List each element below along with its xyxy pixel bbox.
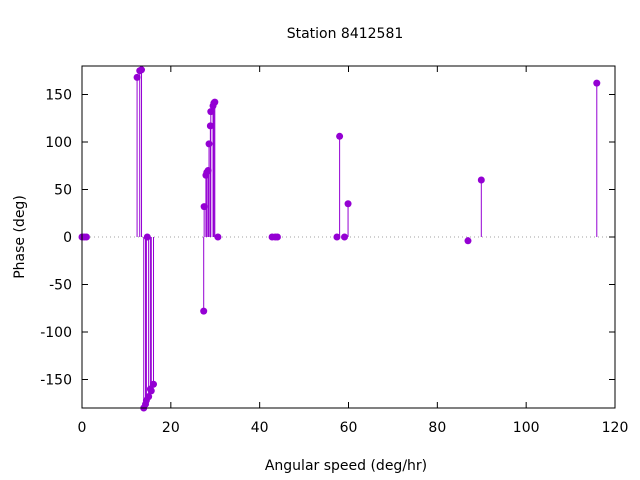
data-point [344, 200, 352, 208]
data-point [204, 167, 212, 174]
x-tick-label: 0 [78, 420, 87, 436]
data-points [78, 66, 601, 412]
data-point [273, 233, 281, 241]
data-point [206, 122, 214, 130]
y-tick-label: -50 [49, 278, 72, 294]
x-tick-label: 40 [251, 420, 269, 436]
y-tick-label: 50 [54, 183, 72, 199]
y-tick-label: -150 [40, 373, 72, 389]
data-point [200, 307, 208, 315]
y-tick-label: 150 [45, 88, 72, 104]
data-point [145, 393, 153, 401]
y-axis-label: Phase (deg) [12, 195, 28, 279]
chart-title: Station 8412581 [287, 26, 404, 42]
y-tick-label: 100 [45, 135, 72, 151]
plot-frame [81, 65, 616, 409]
data-point [143, 233, 151, 241]
data-point [333, 233, 341, 241]
data-point [147, 387, 155, 395]
data-point [82, 233, 90, 241]
data-impulses [136, 69, 598, 408]
data-point [138, 66, 146, 74]
data-point [336, 132, 344, 140]
data-point [133, 73, 141, 81]
data-point [205, 140, 213, 148]
x-tick-label: 120 [602, 420, 629, 436]
x-tick-label: 20 [162, 420, 180, 436]
x-tick-label: 100 [513, 420, 540, 436]
data-point [207, 108, 215, 116]
x-tick-label: 80 [428, 420, 446, 436]
data-point [200, 203, 208, 211]
data-point [477, 176, 485, 184]
axis-ticks: 0 20 40 60 80 100 120 -150 -100 -50 0 50 100 150 [40, 66, 628, 436]
data-point [214, 233, 222, 241]
x-tick-label: 60 [340, 420, 358, 436]
data-point [464, 237, 472, 245]
data-point [211, 98, 219, 106]
data-point [593, 79, 601, 87]
data-point [150, 380, 158, 388]
data-point [341, 233, 349, 241]
y-tick-label: 0 [63, 230, 72, 246]
x-axis-label: Angular speed (deg/hr) [265, 458, 427, 474]
y-tick-label: -100 [40, 325, 72, 341]
